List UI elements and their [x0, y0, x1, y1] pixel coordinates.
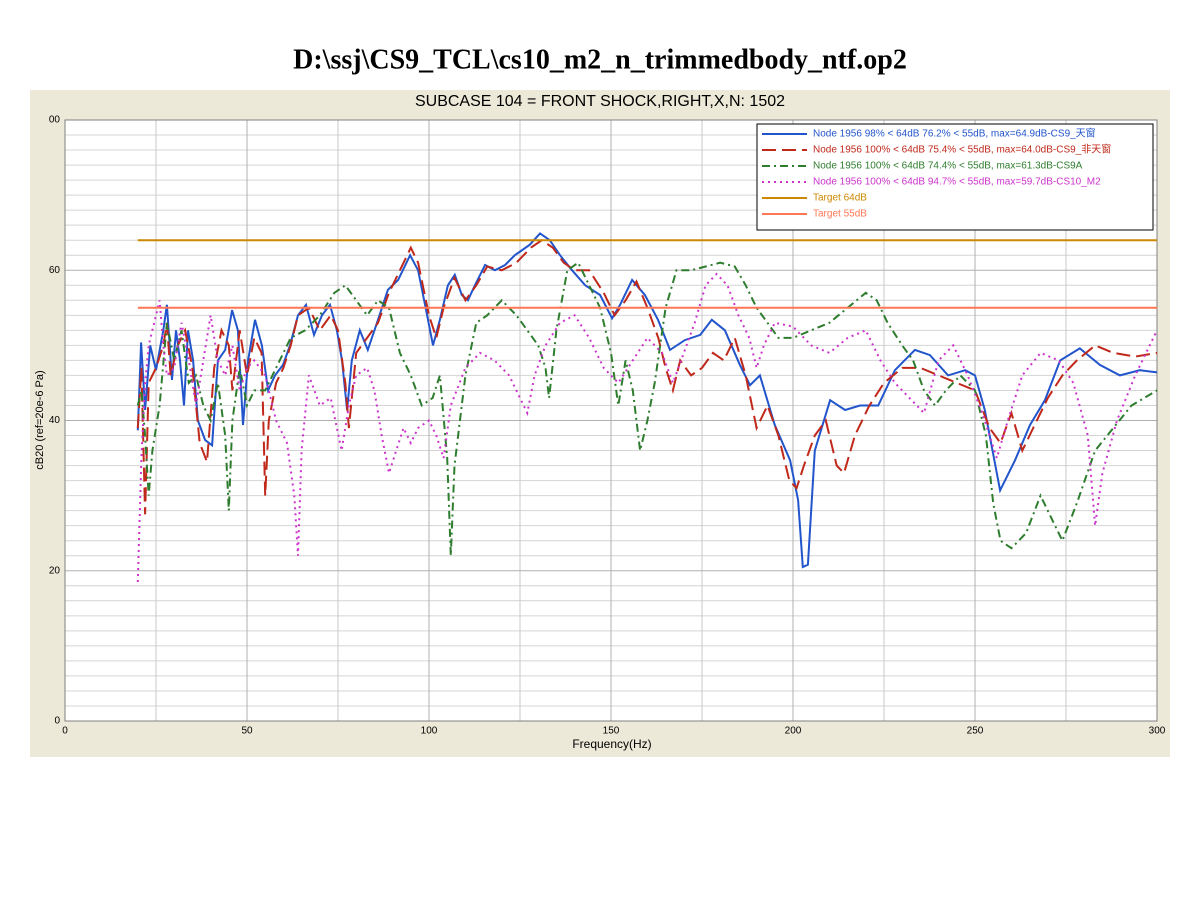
y-axis-label: cB20 (ref=20e-6 Pa) [34, 370, 46, 469]
y-tick-label: 20 [49, 565, 61, 576]
series-line [136, 238, 1158, 515]
legend-label: Node 1956 98% < 64dB 76.2% < 55dB, max=6… [813, 127, 1096, 140]
series-line [136, 232, 1158, 569]
x-tick-label: 200 [785, 726, 802, 737]
chart-title: D:\ssj\CS9_TCL\cs10_m2_n_trimmedbody_ntf… [293, 44, 907, 75]
x-axis-label: Frequency(Hz) [572, 737, 651, 751]
x-tick-label: 300 [1149, 726, 1166, 737]
x-tick-label: 0 [62, 726, 68, 737]
y-tick-label: 60 [49, 265, 61, 276]
chart-subtitle: SUBCASE 104 = FRONT SHOCK,RIGHT,X,N: 150… [415, 93, 785, 110]
y-tick-label: 40 [49, 415, 61, 426]
x-tick-label: 100 [421, 726, 438, 737]
series-line [136, 272, 1158, 583]
series-line [136, 261, 1158, 556]
y-tick-label: 0 [54, 716, 60, 727]
plot-border [64, 119, 1158, 722]
x-tick-label: 250 [967, 726, 984, 737]
legend-label: Target 55dB [813, 209, 867, 220]
x-tick-label: 150 [603, 726, 620, 737]
legend-label: Target 64dB [813, 193, 867, 204]
legend-label: Node 1956 100% < 64dB 94.7% < 55dB, max=… [813, 177, 1101, 188]
legend-box [756, 123, 1154, 231]
legend-label: Node 1956 100% < 64dB 75.4% < 55dB, max=… [813, 143, 1111, 156]
legend-label: Node 1956 100% < 64dB 74.4% < 55dB, max=… [813, 161, 1083, 172]
x-tick-label: 50 [241, 726, 253, 737]
y-tick-label: 00 [49, 115, 61, 126]
legend: Node 1956 98% < 64dB 76.2% < 55dB, max=6… [756, 123, 1154, 231]
